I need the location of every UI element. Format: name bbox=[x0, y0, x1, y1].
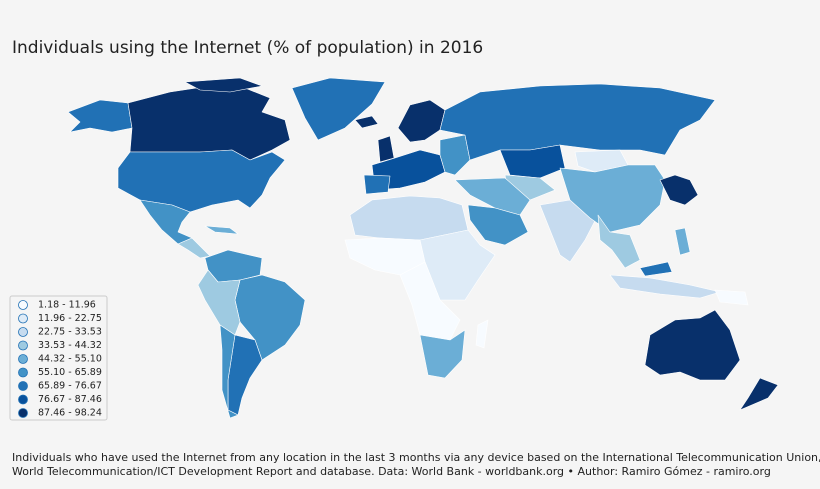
caribbean bbox=[204, 225, 239, 235]
alaska bbox=[67, 99, 133, 133]
canada bbox=[127, 85, 291, 161]
canada-islands bbox=[184, 77, 263, 93]
madagascar bbox=[475, 319, 489, 349]
iceland bbox=[354, 115, 379, 129]
central-africa bbox=[399, 261, 461, 341]
legend-label: 1.18 - 11.96 bbox=[38, 300, 96, 311]
legend-swatch bbox=[18, 381, 28, 391]
footnote-line: Individuals who have used the Internet f… bbox=[12, 451, 820, 464]
kazakhstan bbox=[499, 144, 566, 179]
chile bbox=[219, 324, 239, 419]
papua bbox=[714, 289, 749, 306]
legend-label: 76.67 - 87.46 bbox=[38, 394, 102, 405]
mexico bbox=[139, 199, 193, 245]
malaysia bbox=[639, 261, 673, 277]
north-africa bbox=[349, 195, 469, 241]
new-zealand bbox=[739, 377, 779, 411]
southern-africa bbox=[419, 329, 466, 379]
map-title: Individuals using the Internet (% of pop… bbox=[12, 38, 483, 58]
legend-swatch bbox=[18, 313, 28, 324]
footnote-line: World Telecommunication/ICT Development … bbox=[12, 465, 771, 478]
usa bbox=[117, 149, 286, 213]
legend-swatch bbox=[18, 300, 28, 310]
iberia bbox=[363, 174, 391, 195]
legend: 1.18 - 11.96 11.96 - 22.75 22.75 - 33.53 33… bbox=[9, 295, 108, 421]
korea-japan bbox=[659, 174, 699, 206]
australia bbox=[644, 309, 741, 381]
legend-swatch bbox=[18, 354, 28, 364]
greenland bbox=[291, 77, 386, 141]
peru-bolivia bbox=[197, 269, 241, 336]
legend-box bbox=[9, 295, 108, 421]
legend-label: 55.10 - 65.89 bbox=[38, 367, 102, 378]
china bbox=[559, 164, 666, 233]
legend-swatch bbox=[18, 408, 28, 418]
russia bbox=[439, 83, 716, 161]
legend-swatch bbox=[18, 327, 28, 337]
indonesia bbox=[609, 274, 721, 299]
legend-swatch bbox=[18, 340, 28, 351]
legend-swatch bbox=[18, 367, 28, 378]
philippines bbox=[674, 227, 691, 256]
legend-label: 11.96 - 22.75 bbox=[38, 313, 102, 324]
arabia bbox=[467, 204, 529, 246]
legend-label: 44.32 - 55.10 bbox=[38, 354, 102, 365]
legend-label: 22.75 - 33.53 bbox=[38, 327, 102, 338]
legend-swatch bbox=[18, 394, 28, 405]
legend-label: 87.46 - 98.24 bbox=[38, 408, 102, 419]
southeast-asia bbox=[597, 214, 641, 269]
world-map bbox=[67, 77, 779, 419]
legend-label: 65.89 - 76.67 bbox=[38, 381, 102, 392]
legend-label: 33.53 - 44.32 bbox=[38, 340, 102, 351]
